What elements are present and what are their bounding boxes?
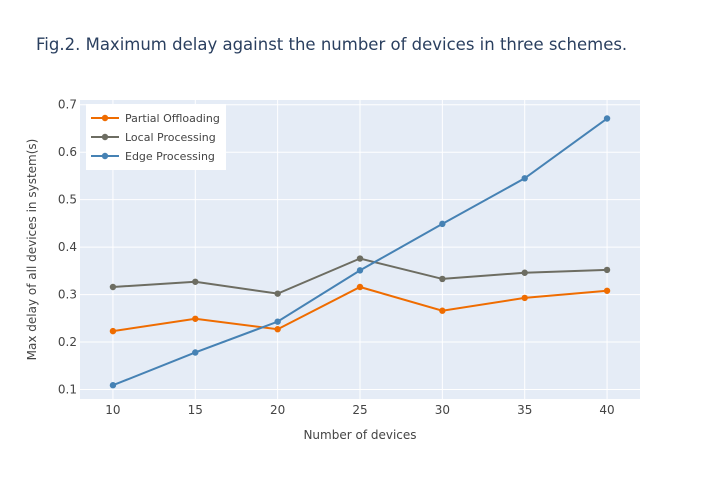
data-point-local-processing[interactable] bbox=[274, 290, 281, 297]
x-tick-label: 20 bbox=[270, 403, 285, 417]
series-edge-processing bbox=[109, 115, 611, 389]
x-tick-label: 35 bbox=[517, 403, 532, 417]
y-tick-label: 0.7 bbox=[58, 98, 77, 112]
x-axis-title: Number of devices bbox=[303, 428, 416, 442]
tick-labels: 10 15 20 25 30 35 40 0.1 0.2 0.3 0.4 0.5 0.6 0.7 bbox=[58, 98, 615, 417]
legend-item-partial-offloading[interactable]: Partial Offloading bbox=[91, 112, 220, 125]
legend-label: Edge Processing bbox=[125, 150, 215, 163]
data-point-edge-processing[interactable] bbox=[603, 115, 611, 122]
data-point-local-processing[interactable] bbox=[439, 275, 446, 283]
y-tick-label: 0.4 bbox=[58, 240, 77, 254]
y-axis-title: Max delay of all devices in system(s) bbox=[25, 139, 39, 361]
data-point-edge-processing[interactable] bbox=[109, 382, 117, 389]
data-point-local-processing[interactable] bbox=[603, 266, 611, 274]
data-point-edge-processing[interactable] bbox=[192, 349, 199, 356]
data-point-local-processing[interactable] bbox=[521, 269, 528, 276]
legend-label: Partial Offloading bbox=[125, 112, 220, 125]
data-point-local-processing[interactable] bbox=[109, 283, 117, 291]
series-local-processing bbox=[109, 255, 611, 297]
x-tick-label: 25 bbox=[352, 403, 367, 417]
y-tick-label: 0.6 bbox=[58, 145, 77, 159]
legend-item-local-processing[interactable]: Local Processing bbox=[91, 131, 216, 144]
data-point-partial-offloading[interactable] bbox=[603, 287, 611, 294]
y-tick-label: 0.1 bbox=[58, 383, 77, 397]
x-tick-label: 10 bbox=[105, 403, 120, 417]
legend-swatch-marker bbox=[101, 114, 109, 122]
y-tick-label: 0.5 bbox=[58, 193, 77, 207]
legend-label: Local Processing bbox=[125, 131, 216, 144]
x-tick-label: 30 bbox=[435, 403, 450, 417]
data-point-partial-offloading[interactable] bbox=[356, 283, 364, 291]
x-tick-label: 40 bbox=[599, 403, 614, 417]
chart-title: Fig.2. Maximum delay against the number … bbox=[36, 35, 628, 54]
data-point-partial-offloading[interactable] bbox=[192, 315, 199, 322]
legend-item-edge-processing[interactable]: Edge Processing bbox=[91, 150, 215, 163]
data-point-edge-processing[interactable] bbox=[356, 267, 364, 274]
data-point-edge-processing[interactable] bbox=[521, 175, 528, 182]
data-point-edge-processing[interactable] bbox=[274, 318, 281, 325]
y-tick-label: 0.2 bbox=[58, 335, 77, 349]
legend-swatch-marker bbox=[101, 133, 109, 141]
legend-swatch-marker bbox=[101, 152, 109, 160]
data-point-edge-processing[interactable] bbox=[439, 220, 446, 228]
data-point-partial-offloading[interactable] bbox=[439, 307, 446, 314]
data-point-partial-offloading[interactable] bbox=[521, 294, 528, 302]
series-partial-offloading bbox=[109, 283, 611, 335]
series-layer bbox=[109, 115, 611, 389]
grid-lines bbox=[80, 100, 640, 399]
data-point-local-processing[interactable] bbox=[356, 255, 364, 262]
data-point-local-processing[interactable] bbox=[192, 278, 199, 285]
x-tick-label: 15 bbox=[188, 403, 203, 417]
y-tick-label: 0.3 bbox=[58, 288, 77, 302]
data-point-partial-offloading[interactable] bbox=[274, 326, 281, 333]
legend[interactable]: Partial Offloading Local Processing Edge P… bbox=[86, 104, 226, 170]
data-point-partial-offloading[interactable] bbox=[109, 327, 117, 335]
